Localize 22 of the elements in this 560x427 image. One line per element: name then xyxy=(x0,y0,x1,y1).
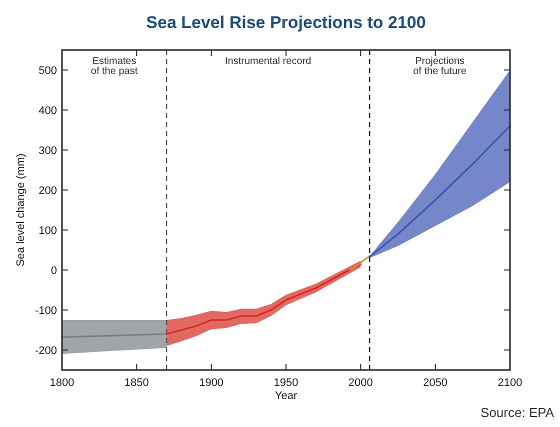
x-tick-label: 1900 xyxy=(199,377,224,389)
x-tick-label: 2050 xyxy=(423,377,448,389)
annotation: Instrumental record xyxy=(225,56,312,67)
y-tick-label: -200 xyxy=(34,345,57,357)
x-tick-label: 2000 xyxy=(348,377,373,389)
chart-title: Sea Level Rise Projections to 2100 xyxy=(146,13,426,32)
x-tick-label: 1800 xyxy=(50,377,74,389)
source-note: Source: EPA xyxy=(480,405,554,420)
y-tick-label: 100 xyxy=(38,225,57,237)
y-axis-title: Sea level change (mm) xyxy=(15,153,27,267)
y-tick-label: 200 xyxy=(38,185,57,197)
x-tick-label: 1950 xyxy=(274,377,298,389)
annotation: Estimates of the past xyxy=(90,56,138,77)
x-axis-title: Year xyxy=(274,390,298,402)
y-tick-label: -100 xyxy=(34,305,57,317)
y-tick-label: 0 xyxy=(50,265,57,277)
annotation: Projections of the future xyxy=(413,56,467,77)
y-tick-label: 500 xyxy=(38,65,57,77)
y-tick-label: 400 xyxy=(38,105,57,117)
x-tick-label: 1850 xyxy=(124,377,149,389)
x-tick-label: 2100 xyxy=(498,377,522,389)
y-tick-label: 300 xyxy=(38,145,57,157)
